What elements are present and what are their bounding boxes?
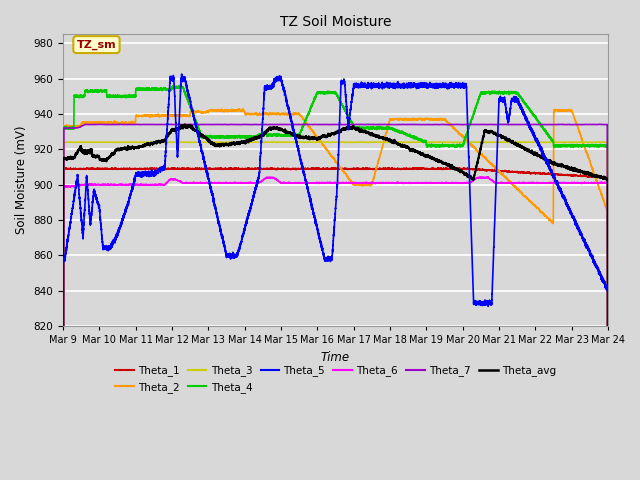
Line: Theta_avg: Theta_avg (63, 124, 608, 480)
X-axis label: Time: Time (321, 351, 350, 364)
Theta_1 (468, 167, 476, 172)
Theta_3 (484, 139, 492, 145)
Theta_5 (407, 85, 415, 91)
Theta_2 (88, 120, 95, 126)
Legend: Theta_1, Theta_2, Theta_3, Theta_4, Theta_5, Theta_6, Theta_7, Theta_avg: Theta_1, Theta_2, Theta_3, Theta_4, Thet… (111, 361, 561, 397)
Line: Theta_1: Theta_1 (63, 168, 608, 480)
Theta_7 (497, 121, 505, 127)
Theta_avg (88, 148, 95, 154)
Theta_1 (505, 168, 513, 174)
Theta_3 (88, 139, 95, 145)
Theta_4 (484, 90, 492, 96)
Line: Theta_2: Theta_2 (63, 109, 608, 480)
Title: TZ Soil Moisture: TZ Soil Moisture (280, 15, 391, 29)
Theta_3 (407, 139, 415, 145)
Theta_7 (468, 121, 476, 127)
Theta_5 (88, 213, 95, 218)
Line: Theta_6: Theta_6 (63, 177, 608, 480)
Theta_2 (505, 177, 513, 183)
Theta_7 (407, 121, 415, 127)
Theta_6 (497, 180, 505, 186)
Theta_7 (88, 122, 95, 128)
Theta_7 (504, 122, 512, 128)
Line: Theta_5: Theta_5 (63, 74, 608, 480)
Theta_2 (239, 106, 247, 112)
Theta_4 (407, 133, 415, 139)
Theta_3 (468, 139, 476, 145)
Theta_3 (504, 139, 512, 145)
Theta_6 (407, 180, 415, 186)
Theta_avg (468, 176, 476, 182)
Theta_2 (484, 158, 492, 164)
Theta_4 (88, 88, 95, 94)
Theta_5 (178, 71, 186, 77)
Theta_5 (497, 96, 505, 102)
Theta_1 (88, 166, 95, 171)
Theta_6 (468, 178, 476, 184)
Theta_5 (468, 270, 476, 276)
Theta_6 (505, 180, 513, 186)
Line: Theta_3: Theta_3 (63, 142, 608, 480)
Theta_avg (497, 133, 505, 139)
Theta_avg (407, 147, 415, 153)
Theta_3 (497, 139, 505, 145)
Theta_3 (595, 139, 602, 145)
Theta_1 (497, 168, 505, 174)
Theta_4 (468, 115, 476, 120)
Theta_avg (505, 137, 513, 143)
Theta_6 (476, 174, 483, 180)
Theta_1 (407, 166, 415, 172)
Theta_avg (181, 121, 189, 127)
Line: Theta_7: Theta_7 (63, 124, 608, 480)
Theta_7 (484, 122, 492, 128)
Theta_6 (88, 182, 95, 188)
Theta_2 (407, 117, 415, 122)
Theta_2 (468, 144, 476, 149)
Theta_7 (596, 121, 604, 127)
Theta_4 (175, 83, 182, 89)
Theta_6 (484, 174, 492, 180)
Theta_avg (484, 129, 492, 134)
Theta_1 (330, 165, 337, 170)
Text: TZ_sm: TZ_sm (77, 39, 116, 50)
Theta_1 (484, 167, 492, 173)
Theta_2 (497, 170, 505, 176)
Theta_4 (497, 90, 505, 96)
Theta_5 (484, 300, 492, 305)
Theta_5 (505, 118, 513, 124)
Theta_4 (505, 89, 513, 95)
Line: Theta_4: Theta_4 (63, 86, 608, 480)
Y-axis label: Soil Moisture (mV): Soil Moisture (mV) (15, 126, 28, 234)
